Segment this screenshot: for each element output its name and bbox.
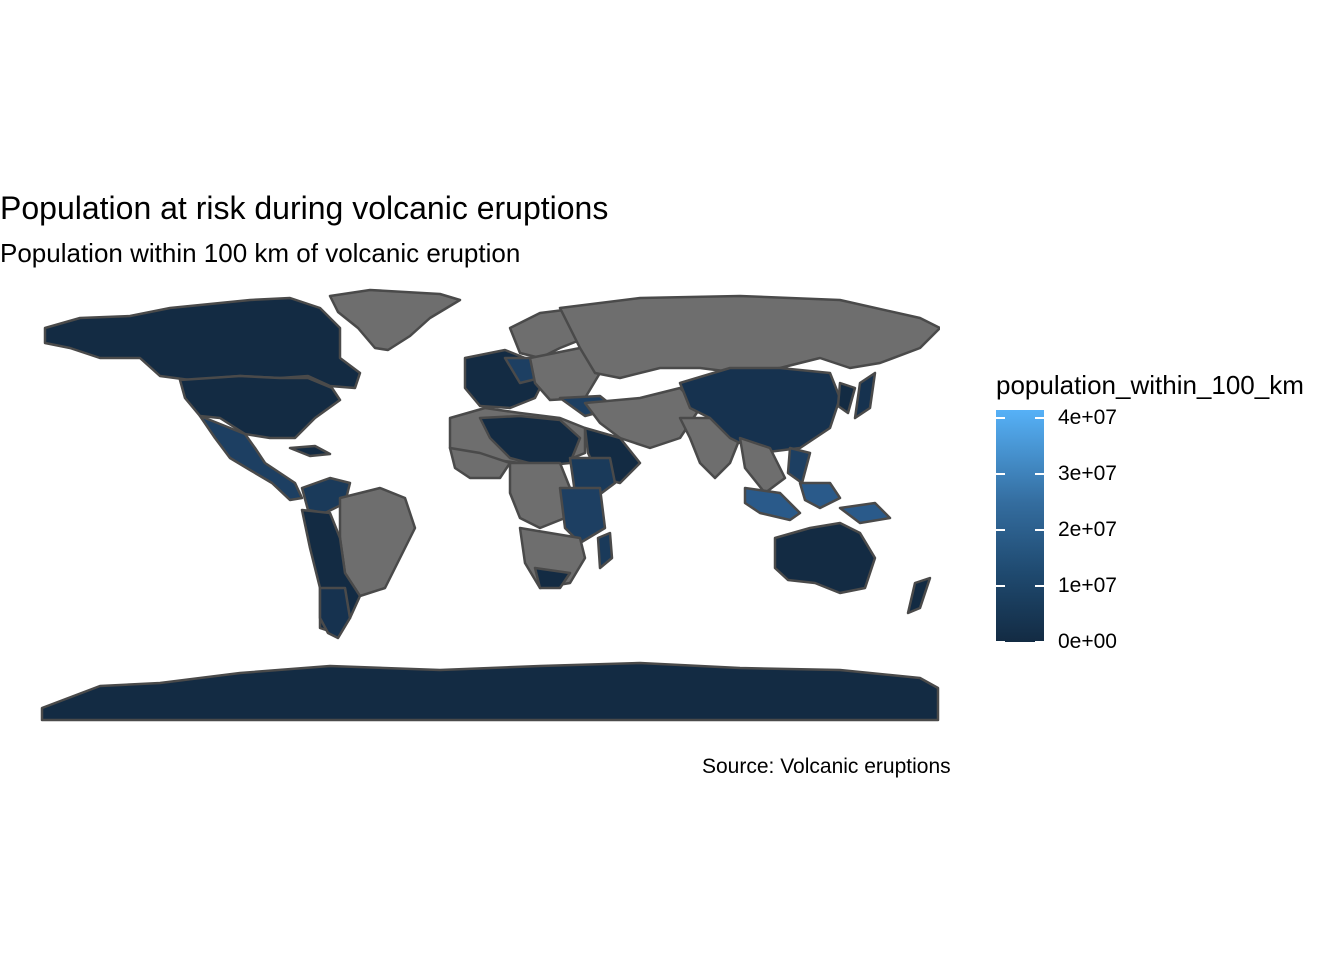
united-states bbox=[178, 374, 342, 440]
legend-tick-label: 0e+00 bbox=[1058, 630, 1117, 653]
world-map bbox=[40, 288, 940, 722]
south-africa bbox=[533, 566, 572, 590]
russia bbox=[558, 294, 940, 380]
papua bbox=[838, 501, 892, 525]
chart-title: Population at risk during volcanic erupt… bbox=[0, 190, 609, 226]
japan bbox=[853, 371, 877, 420]
legend-colorbar bbox=[996, 410, 1044, 642]
legend-tick-label: 2e+07 bbox=[1058, 518, 1117, 541]
caribbean bbox=[288, 444, 332, 458]
legend-tick-mark bbox=[1035, 641, 1044, 643]
legend-tick-mark bbox=[996, 585, 1005, 587]
madagascar bbox=[596, 531, 614, 570]
legend-tick-mark bbox=[1035, 417, 1044, 419]
antarctica bbox=[40, 661, 940, 722]
west-africa bbox=[448, 446, 512, 480]
central-africa bbox=[508, 461, 572, 530]
legend-tick-mark bbox=[1035, 585, 1044, 587]
legend-tick-mark bbox=[996, 529, 1005, 531]
legend-tick-label: 1e+07 bbox=[1058, 574, 1117, 597]
southeast-asia bbox=[738, 436, 787, 495]
legend-tick-mark bbox=[996, 473, 1005, 475]
indonesia bbox=[743, 486, 802, 522]
australia bbox=[773, 521, 877, 595]
chart-subtitle: Population within 100 km of volcanic eru… bbox=[0, 238, 521, 268]
legend-tick-mark bbox=[996, 417, 1005, 419]
canada bbox=[43, 296, 362, 390]
legend-tick-mark bbox=[1035, 529, 1044, 531]
korea-japan bbox=[836, 381, 857, 415]
east-africa bbox=[558, 486, 607, 545]
brazil bbox=[338, 486, 417, 598]
mexico bbox=[198, 414, 304, 502]
philippines bbox=[786, 446, 812, 485]
argentina-chile bbox=[318, 586, 352, 640]
china bbox=[678, 366, 842, 455]
legend-tick-mark bbox=[1035, 473, 1044, 475]
legend-tick-mark bbox=[996, 641, 1005, 643]
new-zealand bbox=[906, 576, 932, 615]
middle-east bbox=[583, 386, 702, 450]
greenland bbox=[328, 288, 462, 352]
legend-tick-label: 3e+07 bbox=[1058, 462, 1117, 485]
legend-tick-label: 4e+07 bbox=[1058, 406, 1117, 429]
borneo-sulawesi bbox=[798, 481, 842, 510]
source-caption: Source: Volcanic eruptions bbox=[702, 755, 951, 778]
legend-title: population_within_100_km bbox=[996, 370, 1304, 400]
